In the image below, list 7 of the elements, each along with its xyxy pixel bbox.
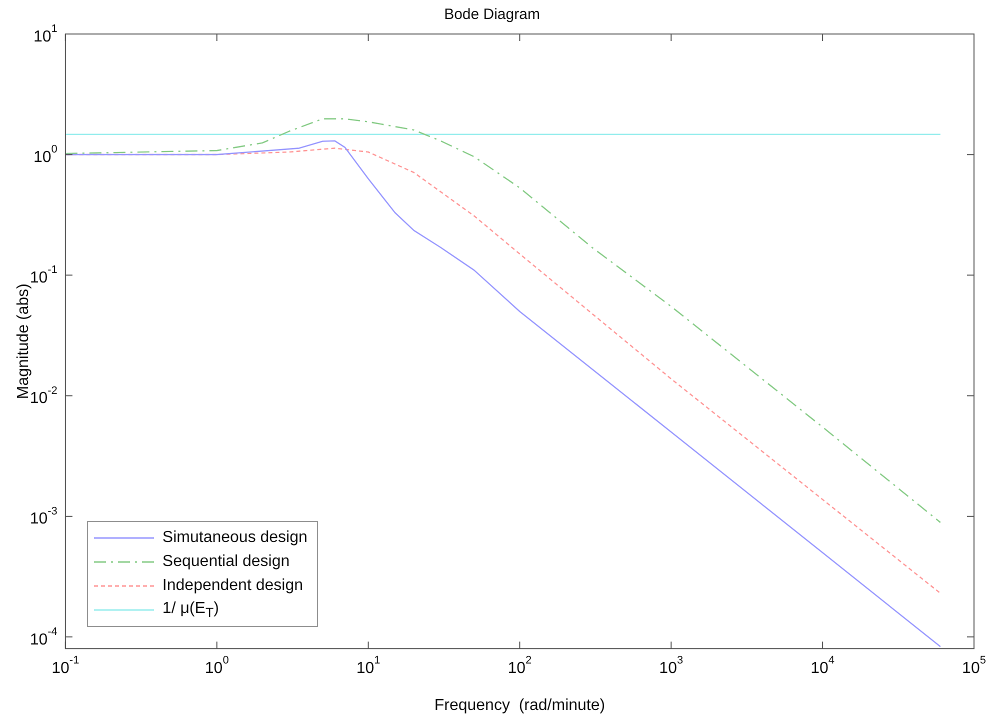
legend-label: 1/ μ(E$_{T}$) bbox=[162, 600, 219, 620]
legend-label: Sequential design bbox=[162, 552, 290, 571]
legend-label: Independent design bbox=[162, 576, 303, 595]
y-axis-title: Magnitude (abs) bbox=[15, 283, 32, 400]
x-axis-title: Frequency (rad/minute) bbox=[434, 696, 606, 714]
chart-title: Bode Diagram bbox=[444, 6, 540, 24]
legend-label: Simutaneous design bbox=[162, 528, 308, 547]
